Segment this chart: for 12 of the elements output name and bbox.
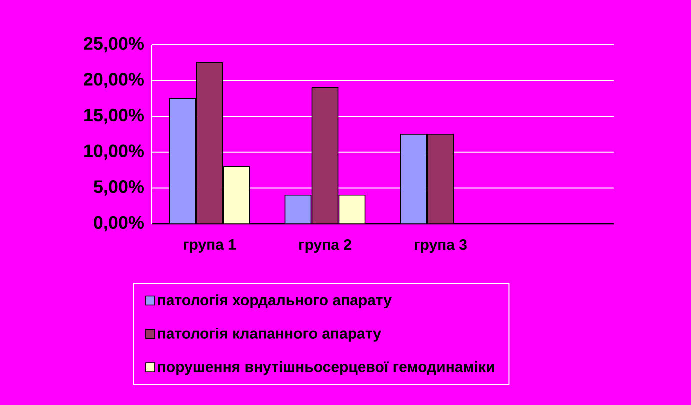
x-tick-label: група 1	[184, 240, 236, 253]
y-tick-label: 10,00%	[84, 144, 144, 160]
x-tick-label: група 2	[300, 240, 352, 254]
y-tick-label: 25,00%	[84, 37, 144, 53]
y-tick-label: 15,00%	[84, 108, 144, 124]
legend-label: порушення внутішньосерцевої гемодинаміки	[158, 361, 494, 376]
legend-label: патологія клапанного апарату	[158, 328, 382, 342]
x-tick-label: група 3	[415, 240, 467, 254]
y-tick-label: 0,00%	[94, 216, 144, 232]
legend-label: патологія хордального апарату	[158, 294, 392, 309]
y-tick-label: 5,00%	[94, 180, 144, 196]
y-tick-label: 20,00%	[84, 73, 144, 88]
